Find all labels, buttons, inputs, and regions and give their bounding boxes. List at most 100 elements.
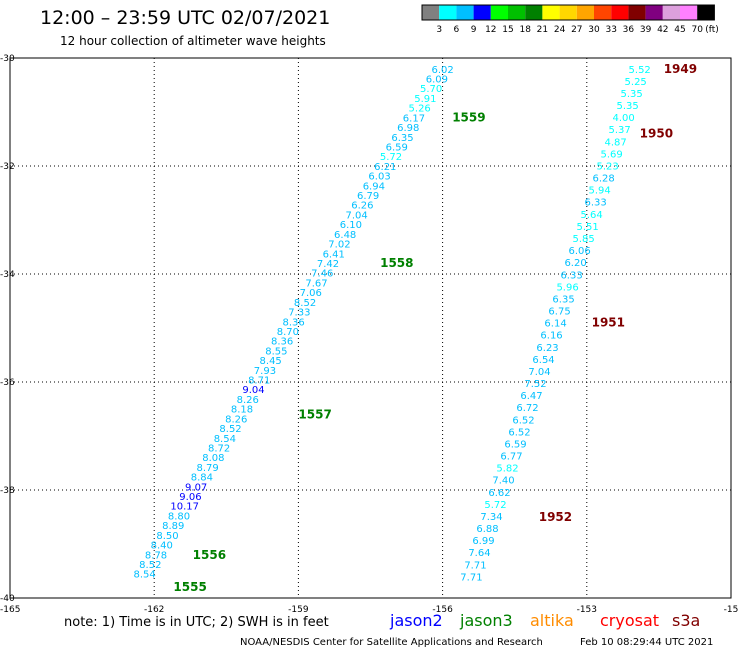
series-jason3: 6.026.095.705.915.266.176.986.356.595.72… bbox=[133, 65, 485, 594]
legend-altika: altika bbox=[530, 611, 574, 630]
x-tick-label: -165 bbox=[0, 605, 20, 615]
wave-height-label: 5.96 bbox=[556, 282, 578, 293]
wave-height-label: 7.67 bbox=[305, 278, 327, 289]
wave-height-label: 6.35 bbox=[552, 294, 574, 305]
wave-height-label: 7.52 bbox=[524, 379, 546, 390]
color-swatch bbox=[490, 5, 508, 20]
wave-height-label: 8.71 bbox=[248, 376, 270, 387]
plot-frame bbox=[9, 57, 732, 599]
axis-tick-labels: -165 -162 -159 -156 -153 -15 -30 -32 -34 -36 -38 -4… bbox=[0, 54, 738, 615]
color-swatch bbox=[559, 5, 577, 20]
wave-height-label: 6.33 bbox=[584, 198, 606, 209]
wave-height-label: 6.02 bbox=[431, 65, 453, 76]
pass-number-label: 1559 bbox=[452, 110, 485, 124]
wave-height-label: 8.78 bbox=[145, 550, 167, 561]
wave-height-label: 6.26 bbox=[351, 201, 373, 212]
x-tick-label: -162 bbox=[144, 605, 164, 615]
wave-height-label: 5.69 bbox=[601, 149, 623, 160]
color-scale-label: 21 bbox=[537, 25, 548, 35]
color-scale-unit: (ft) bbox=[705, 25, 719, 35]
wave-height-label: 6.77 bbox=[500, 452, 522, 463]
wave-height-label: 5.23 bbox=[596, 161, 618, 172]
color-scale-label: 33 bbox=[605, 25, 616, 35]
wave-height-label: 7.71 bbox=[460, 572, 482, 583]
wave-height-label: 6.35 bbox=[391, 133, 413, 144]
x-tick-label: -153 bbox=[577, 605, 597, 615]
y-tick-label: -32 bbox=[0, 162, 15, 172]
color-scale-label: 9 bbox=[471, 25, 477, 35]
wave-height-label: 5.37 bbox=[609, 125, 631, 136]
wave-height-label: 9.04 bbox=[242, 385, 264, 396]
series-layer: 6.026.095.705.915.266.176.986.356.595.72… bbox=[133, 62, 697, 594]
wave-height-label: 5.51 bbox=[576, 222, 598, 233]
legend-cryosat: cryosat bbox=[600, 611, 659, 630]
wave-height-label: 6.59 bbox=[386, 142, 408, 153]
footer-timestamp: Feb 10 08:29:44 UTC 2021 bbox=[580, 637, 713, 648]
wave-height-label: 5.72 bbox=[484, 500, 506, 511]
wave-height-label: 6.62 bbox=[488, 488, 510, 499]
color-scale-label: 24 bbox=[554, 25, 566, 35]
wave-height-label: 9.06 bbox=[179, 492, 201, 503]
y-tick-label: -40 bbox=[0, 594, 15, 604]
footer: note: 1) Time is in UTC; 2) SWH is in fe… bbox=[64, 611, 713, 648]
wave-height-label: 8.52 bbox=[219, 424, 241, 435]
wave-height-label: 6.48 bbox=[334, 230, 356, 241]
wave-height-label: 8.36 bbox=[271, 337, 293, 348]
wave-height-label: 8.18 bbox=[231, 405, 253, 416]
wave-height-label: 6.52 bbox=[512, 415, 534, 426]
wave-height-label: 6.99 bbox=[472, 536, 494, 547]
footer-credit: NOAA/NESDIS Center for Satellite Applica… bbox=[240, 637, 543, 648]
series-s3a: 5.525.255.355.354.005.374.875.695.236.28… bbox=[460, 62, 697, 584]
wave-height-label: 5.70 bbox=[420, 84, 442, 95]
wave-height-label: 5.82 bbox=[496, 464, 518, 475]
wave-height-label: 8.80 bbox=[168, 511, 190, 522]
pass-number-label: 1949 bbox=[664, 62, 697, 76]
wave-height-label: 6.52 bbox=[508, 427, 530, 438]
color-swatch bbox=[422, 5, 440, 20]
wave-height-label: 8.79 bbox=[196, 463, 218, 474]
color-swatch bbox=[594, 5, 612, 20]
color-swatch bbox=[697, 5, 715, 20]
wave-height-label: 7.46 bbox=[311, 269, 333, 280]
color-swatch bbox=[456, 5, 474, 20]
color-swatch bbox=[525, 5, 543, 20]
color-swatch bbox=[645, 5, 663, 20]
wave-height-label: 8.52 bbox=[139, 560, 161, 571]
wave-height-label: 5.35 bbox=[617, 101, 639, 112]
wave-height-label: 7.34 bbox=[480, 512, 502, 523]
legend-jason2: jason2 bbox=[389, 611, 443, 630]
wave-height-label: 6.94 bbox=[363, 181, 385, 192]
wave-height-label: 6.10 bbox=[340, 220, 362, 231]
color-scale-label: 30 bbox=[588, 25, 600, 35]
wave-height-label: 6.54 bbox=[532, 355, 554, 366]
wave-height-label: 6.72 bbox=[516, 403, 538, 414]
wave-height-label: 6.75 bbox=[548, 307, 570, 318]
wave-height-label: 8.40 bbox=[151, 541, 173, 552]
wave-height-label: 8.72 bbox=[208, 443, 230, 454]
wave-height-label: 5.26 bbox=[409, 104, 431, 115]
pass-number-label: 1555 bbox=[173, 580, 206, 594]
wave-height-label: 8.50 bbox=[156, 531, 178, 542]
wave-height-label: 7.02 bbox=[328, 240, 350, 251]
color-scale-label: 45 bbox=[674, 25, 685, 35]
wave-height-label: 7.42 bbox=[317, 259, 339, 270]
wave-height-label: 6.17 bbox=[403, 113, 425, 124]
x-tick-label: -159 bbox=[288, 605, 309, 615]
pass-number-label: 1557 bbox=[298, 407, 331, 421]
wave-height-label: 6.88 bbox=[476, 524, 498, 535]
wave-height-label: 5.64 bbox=[580, 210, 602, 221]
color-swatch bbox=[662, 5, 680, 20]
wave-height-label: 7.06 bbox=[300, 288, 322, 299]
wave-height-label: 8.89 bbox=[162, 521, 184, 532]
wave-height-label: 7.93 bbox=[254, 366, 276, 377]
wave-height-label: 7.40 bbox=[492, 476, 514, 487]
y-tick-label: -34 bbox=[0, 270, 15, 280]
color-scale-border bbox=[421, 4, 715, 21]
wave-height-label: 4.87 bbox=[605, 137, 627, 148]
wave-height-label: 6.47 bbox=[520, 391, 542, 402]
wave-height-label: 8.54 bbox=[214, 434, 236, 445]
color-swatch bbox=[508, 5, 526, 20]
color-scale-label: 42 bbox=[657, 25, 668, 35]
wave-height-label: 8.54 bbox=[133, 570, 155, 581]
